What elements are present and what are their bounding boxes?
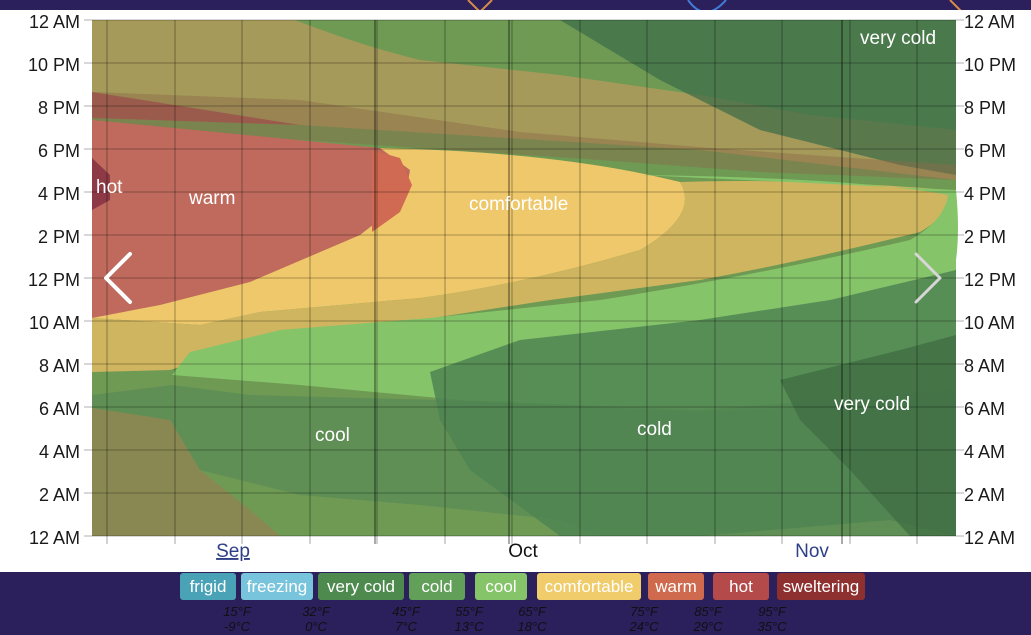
svg-text:Nov: Nov [795,541,829,562]
y-tick-label-right: 4 PM [964,184,1006,204]
y-tick-label-right: 6 PM [964,141,1006,161]
threshold-95f: 95°F 35°C [757,604,787,634]
y-tick-label-left: 10 AM [29,313,80,333]
y-tick-label-right: 12 AM [964,12,1015,32]
y-tick-label-right: 10 PM [964,55,1016,75]
y-axis-left: 12 AM 10 PM 8 PM 6 PM 4 PM 2 PM 12 PM 10… [28,12,80,548]
region-label-warm: warm [188,188,235,209]
temperature-thresholds: 15°F -9°C 32°F 0°C 45°F 7°C 55°F 13°C 65°F 18… [0,604,1031,635]
month-link-sep[interactable]: Sep [216,541,250,562]
next-month-button[interactable] [908,250,948,306]
legend-chip-sweltering: sweltering [777,573,865,600]
region-label-hot: hot [96,177,123,198]
legend-chip-warm: warm [648,573,704,600]
legend-chip-frigid: frigid [180,573,236,600]
y-tick-label-right: 12 AM [964,528,1015,548]
region-label-cold: cold [637,419,672,440]
y-tick-label-right: 8 AM [964,356,1005,376]
y-tick-label-right: 10 AM [964,313,1015,333]
region-label-very-cold-top: very cold [860,28,936,49]
threshold-32f: 32°F 0°C [302,604,330,634]
region-labels: hot warm comfortable very cold cool cold… [96,28,936,446]
y-tick-label-right: 12 PM [964,270,1016,290]
y-tick-label-left: 2 AM [39,485,80,505]
y-tick-label-right: 2 AM [964,485,1005,505]
y-tick-label-left: 4 AM [39,442,80,462]
y-tick-label-left: 10 PM [28,55,80,75]
legend-chip-cold: cold [409,573,465,600]
y-tick-label-right: 2 PM [964,227,1006,247]
y-tick-label-right: 6 AM [964,399,1005,419]
chevron-left-icon [104,252,132,304]
legend-chip-freezing: freezing [241,573,313,600]
svg-text:Sep: Sep [216,541,250,562]
y-tick-label-left: 12 AM [29,528,80,548]
legend-chip-very-cold: very cold [318,573,404,600]
region-label-cool: cool [315,425,350,446]
y-axis-right: 12 AM 10 PM 8 PM 6 PM 4 PM 2 PM 12 PM 10… [964,12,1016,548]
month-label-oct: Oct [508,541,538,562]
chevron-right-icon [914,252,942,304]
legend-chip-cool: cool [475,573,527,600]
region-label-comfortable: comfortable [469,194,568,215]
prev-month-button[interactable] [98,250,138,306]
month-link-nov[interactable]: Nov [795,541,829,562]
threshold-65f: 65°F 18°C [517,604,547,634]
temperature-category-legend: frigid freezing very cold cold cool comf… [0,573,1031,603]
plot-area [92,20,958,536]
threshold-85f: 85°F 29°C [693,604,723,634]
y-tick-label-right: 4 AM [964,442,1005,462]
y-tick-label-right: 8 PM [964,98,1006,118]
y-tick-label-left: 12 AM [29,12,80,32]
threshold-45f: 45°F 7°C [392,604,420,634]
grid-vertical [106,20,918,544]
y-tick-label-left: 4 PM [38,184,80,204]
y-tick-label-left: 8 PM [38,98,80,118]
region-label-very-cold-bottom: very cold [834,394,910,415]
legend-chip-hot: hot [713,573,769,600]
threshold-55f: 55°F 13°C [454,604,484,634]
threshold-75f: 75°F 24°C [629,604,659,634]
grid-horizontal [84,19,964,537]
y-tick-label-left: 6 AM [39,399,80,419]
threshold-15f: 15°F -9°C [223,604,251,634]
y-tick-label-left: 12 PM [28,270,80,290]
y-tick-label-left: 8 AM [39,356,80,376]
y-tick-label-left: 2 PM [38,227,80,247]
y-tick-label-left: 6 PM [38,141,80,161]
x-axis-months: Sep Oct Nov [216,541,829,562]
legend-chip-comfortable: comfortable [537,573,641,600]
